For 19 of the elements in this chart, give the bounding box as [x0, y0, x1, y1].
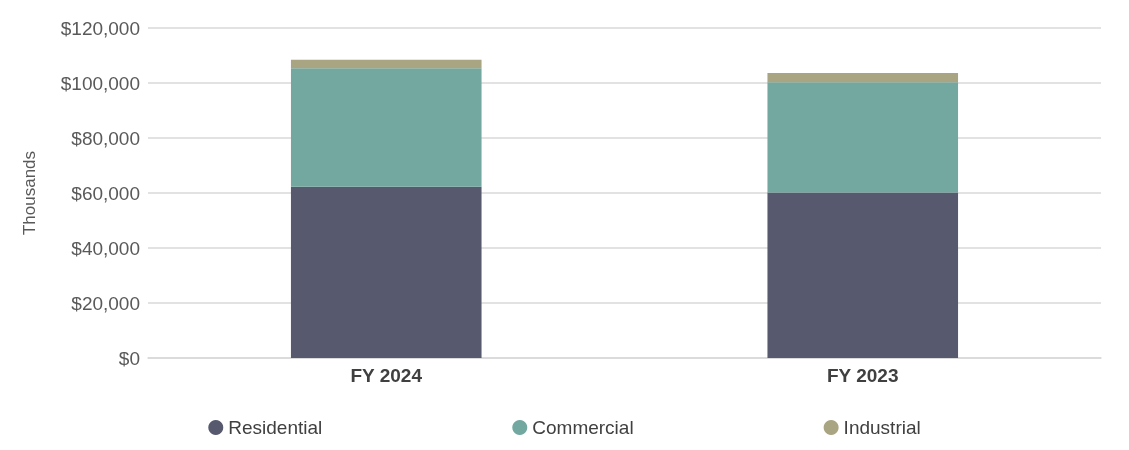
- bar: [767, 192, 959, 358]
- bar: [290, 186, 482, 358]
- bar: [290, 59, 482, 69]
- legend-label: Commercial: [532, 417, 634, 438]
- y-tick-label: $20,000: [71, 292, 140, 314]
- bar: [290, 68, 482, 187]
- y-tick-label: $120,000: [60, 17, 140, 39]
- bar: [767, 82, 959, 193]
- x-tick-label: FY 2023: [827, 365, 899, 386]
- x-tick-label: FY 2024: [350, 365, 423, 386]
- y-axis-title: Thousands: [20, 150, 39, 236]
- legend-label: Industrial: [843, 417, 921, 438]
- y-tick-label: $100,000: [60, 72, 140, 94]
- legend-label: Residential: [228, 417, 323, 438]
- y-tick-label: $80,000: [71, 127, 140, 149]
- bar: [767, 73, 959, 83]
- y-tick-label: $0: [118, 347, 140, 369]
- y-tick-label: $60,000: [71, 182, 140, 204]
- y-tick-label: $40,000: [71, 237, 140, 259]
